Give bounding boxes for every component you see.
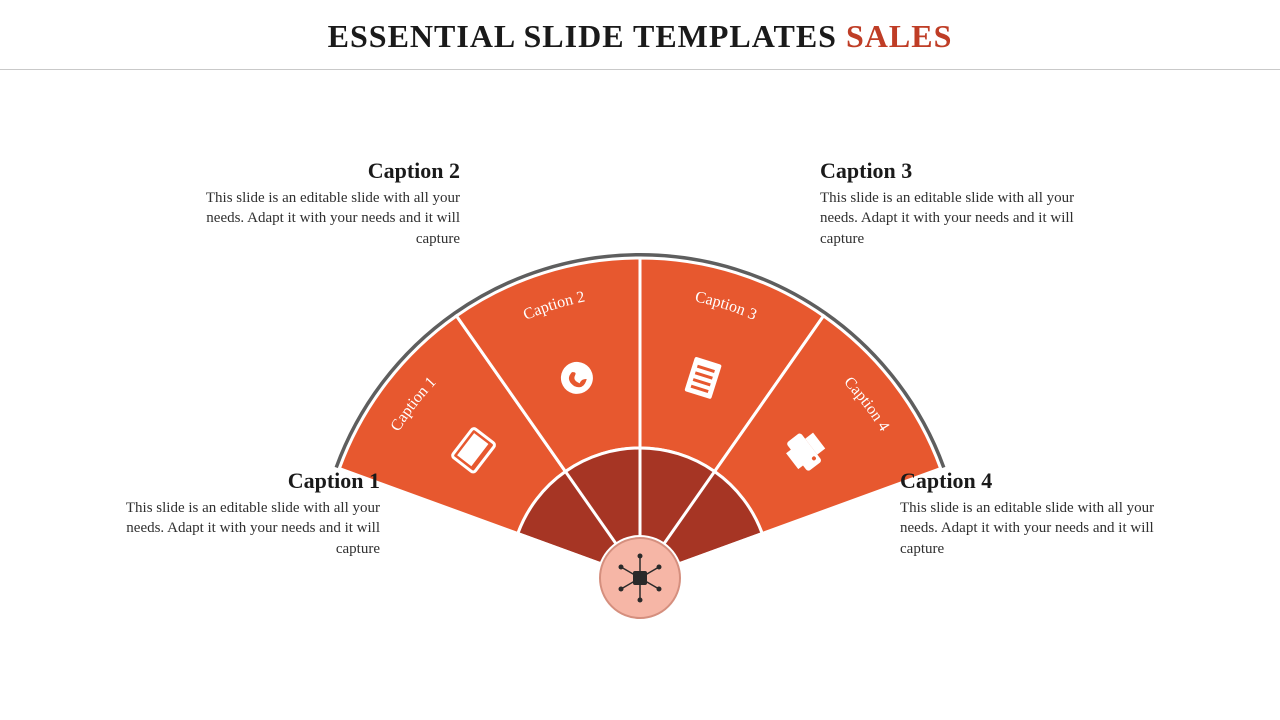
fan-diagram: Caption 1Caption 2Caption 3Caption 4 bbox=[290, 248, 990, 628]
title-main: ESSENTIAL SLIDE TEMPLATES bbox=[328, 18, 837, 54]
caption-body: This slide is an editable slide with all… bbox=[110, 498, 380, 559]
title-container: ESSENTIAL SLIDE TEMPLATES SALES bbox=[0, 0, 1280, 70]
diagram-stage: Caption 1Caption 2Caption 3Caption 4 Cap… bbox=[0, 78, 1280, 718]
caption-block-3: Caption 3 This slide is an editable slide… bbox=[820, 158, 1090, 249]
caption-title: Caption 4 bbox=[900, 468, 1170, 494]
title-accent: SALES bbox=[846, 18, 952, 54]
caption-title: Caption 2 bbox=[190, 158, 460, 184]
caption-body: This slide is an editable slide with all… bbox=[820, 188, 1090, 249]
caption-title: Caption 3 bbox=[820, 158, 1090, 184]
title-rule bbox=[0, 69, 1280, 70]
caption-title: Caption 1 bbox=[110, 468, 380, 494]
page-title: ESSENTIAL SLIDE TEMPLATES SALES bbox=[328, 18, 953, 54]
caption-block-4: Caption 4 This slide is an editable slide… bbox=[900, 468, 1170, 559]
caption-block-1: Caption 1 This slide is an editable slide… bbox=[110, 468, 380, 559]
caption-body: This slide is an editable slide with all… bbox=[190, 188, 460, 249]
caption-body: This slide is an editable slide with all… bbox=[900, 498, 1170, 559]
caption-block-2: Caption 2 This slide is an editable slide… bbox=[190, 158, 460, 249]
